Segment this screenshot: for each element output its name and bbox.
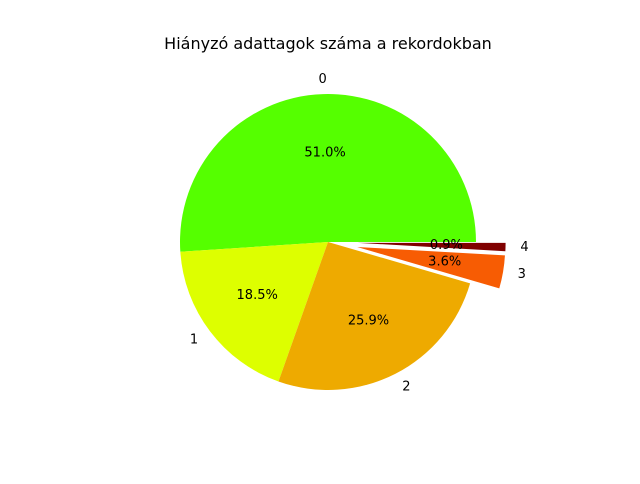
pie-slice-1 [180, 242, 328, 382]
value-label-2: 25.9% [348, 314, 389, 329]
pie-slice-4 [357, 242, 506, 252]
category-label-0: 0 [318, 72, 326, 87]
category-label-3: 3 [518, 267, 526, 282]
value-label-4: 0.9% [430, 238, 463, 253]
category-label-2: 2 [402, 379, 410, 394]
pie-slices [180, 94, 506, 391]
category-label-4: 4 [520, 240, 528, 255]
category-label-1: 1 [190, 333, 198, 348]
value-label-3: 3.6% [428, 255, 461, 270]
chart-title: Hiányzó adattagok száma a rekordokban [164, 34, 492, 53]
pie-slice-0 [180, 94, 476, 252]
value-label-1: 18.5% [237, 288, 278, 303]
value-label-0: 51.0% [304, 146, 345, 161]
pie-slice-2 [278, 242, 471, 391]
pie-labels: 0 51.0% 1 18.5% 2 25.9% 3 3.6% 4 0.9% [190, 72, 529, 395]
pie-slice-3 [357, 247, 505, 289]
